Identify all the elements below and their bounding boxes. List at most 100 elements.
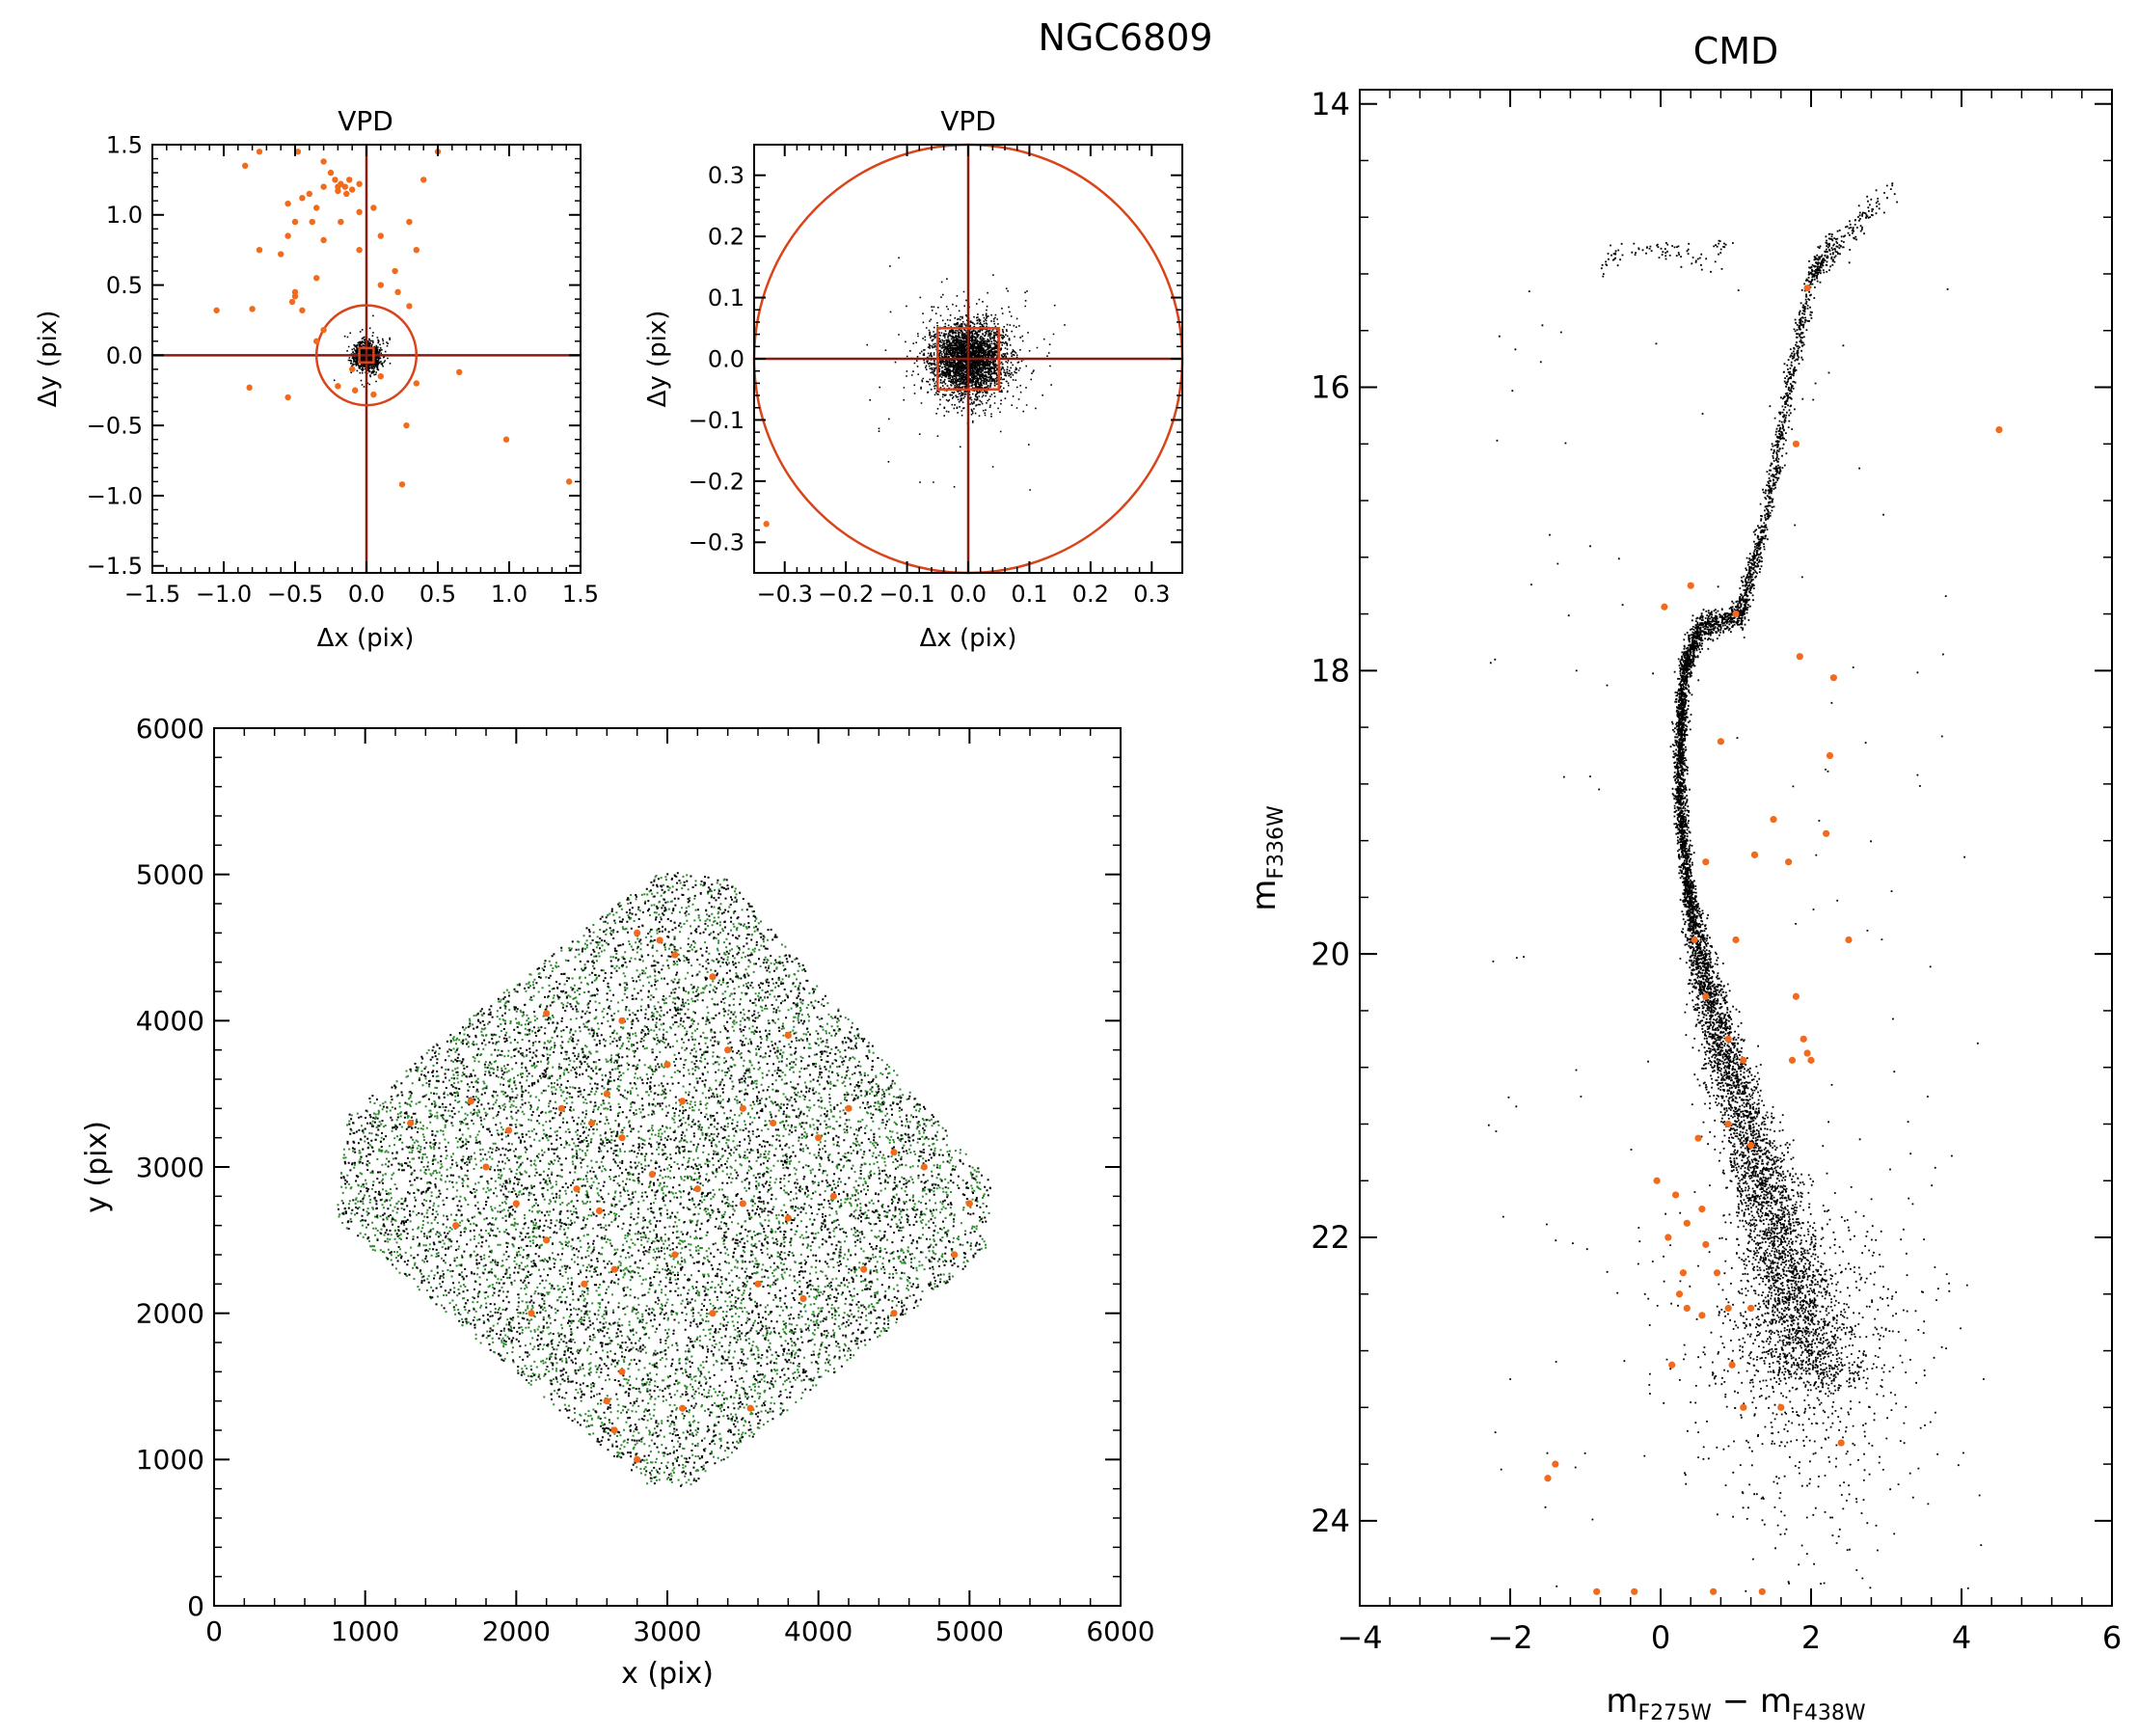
vpd-zoom-title: VPD [940, 105, 996, 137]
cmd-xlabel-sub1: F275W [1638, 1701, 1713, 1725]
vpd-wide-highlight-point [256, 246, 263, 254]
vpd-wide-highlight-point [370, 204, 377, 211]
xy-map-highlight-point [746, 1404, 754, 1412]
cmd-highlight-point [1710, 1587, 1718, 1595]
vpd-wide-highlight-point [320, 183, 327, 190]
cmd-highlight-point [1807, 1056, 1815, 1064]
xy-map-highlight-point [407, 1119, 415, 1127]
xy-map-highlight-point [618, 1368, 626, 1375]
xy-map-highlight-point [634, 929, 641, 936]
vpd-wide-highlight-point [291, 293, 299, 300]
cmd-highlight-point [1803, 1049, 1811, 1057]
vpd-zoom-xtick-label: −0.3 [757, 581, 813, 608]
cmd-xtick-label: 2 [1801, 1619, 1821, 1656]
vpd-wide-title: VPD [338, 105, 393, 137]
vpd-wide-highlight-point [320, 158, 327, 165]
cmd-highlight-point [1702, 992, 1710, 1000]
vpd-wide-highlight-point [320, 326, 327, 334]
cmd-highlight-point [1683, 1304, 1691, 1313]
cmd-highlight-point [1747, 1304, 1755, 1313]
cmd-highlight-point [1661, 603, 1668, 610]
vpd-wide-highlight-point [335, 187, 341, 195]
vpd-wide-highlight-point [346, 176, 353, 183]
cmd-highlight-point [1732, 936, 1740, 944]
xy-map-ytick-label: 0 [187, 1590, 204, 1622]
cmd-marks [1487, 182, 2003, 1595]
xy-map-highlight-point [581, 1280, 588, 1288]
cmd-xtick-label: −4 [1337, 1619, 1382, 1656]
vpd-zoom-ylabel: Δy (pix) [643, 311, 672, 408]
vpd-zoom-highlight-point [763, 521, 770, 528]
cmd-xtick-label: 0 [1651, 1619, 1670, 1656]
vpd-wide-highlight-point [313, 338, 320, 345]
vpd-zoom-ytick-label: 0.1 [708, 285, 744, 312]
xy-map-xtick-label: 0 [205, 1615, 223, 1647]
xy-map-highlight-point [603, 1090, 610, 1098]
xy-map-highlight-point [845, 1104, 852, 1112]
xy-map-highlight-point [693, 1185, 701, 1193]
cmd-highlight-point [1770, 816, 1777, 824]
cmd-highlight-point [1747, 1141, 1755, 1150]
vpd-wide-highlight-point [398, 481, 406, 488]
vpd-wide-highlight-point [377, 282, 384, 288]
cmd-highlight-point [1552, 1460, 1559, 1468]
vpd-wide-highlight-point [327, 169, 335, 176]
cmd-highlight-point [1631, 1587, 1638, 1595]
cmd-highlight-point [1691, 936, 1698, 944]
xy-map-highlight-point [784, 1214, 792, 1222]
xy-map-highlight-point [557, 1104, 565, 1112]
cmd-highlight-point [1675, 1290, 1684, 1298]
vpd-wide-yticks: −1.5 −1.0 −0.5 0.0 0.5 1.0 1.5 [87, 131, 581, 580]
xy-map-highlight-point [739, 1104, 746, 1112]
xy-map-highlight-point [504, 1126, 513, 1134]
vpd-wide-selection-circle [314, 304, 419, 407]
xy-map-highlight-point [709, 1310, 717, 1317]
xy-map-ytick-label: 6000 [136, 713, 204, 745]
xy-map-highlight-point [860, 1265, 868, 1273]
cmd-highlight-point [1826, 751, 1834, 760]
vpd-zoom-member-cloud [866, 251, 1066, 491]
xy-map-xtick-label: 2000 [482, 1615, 551, 1647]
cmd-highlight-point [1694, 1134, 1702, 1142]
xy-map-highlight-point [603, 1397, 610, 1405]
cmd-stars [1487, 182, 1985, 1592]
vpd-wide-selection-box [358, 346, 375, 365]
xy-map-highlight-point [739, 1200, 746, 1207]
vpd-wide-highlight-point [249, 306, 256, 312]
cmd-xlabel: mF275W − mF438W [1606, 1682, 1865, 1725]
xy-map-highlight-point [709, 973, 717, 981]
vpd-wide-highlight-point [392, 267, 398, 275]
cmd-highlight-point [1698, 1206, 1706, 1213]
vpd-zoom-panel: VPD −0.3 −0.2 −0.1 0.0 0.1 0.2 0.3 −0.3−0.2−0.… [643, 105, 1184, 653]
cmd-highlight-point [1679, 1269, 1687, 1277]
cmd-highlight-point [1777, 1403, 1785, 1411]
cmd-xtick-label: −2 [1487, 1619, 1532, 1656]
vpd-wide-highlight-point [356, 180, 363, 187]
xy-map-highlight-point [799, 1294, 807, 1303]
xy-map-highlight-point [618, 1134, 626, 1142]
cmd-highlight-point [1785, 858, 1793, 866]
xy-map-highlight-point [829, 1192, 837, 1200]
vpd-zoom-ytick-label: 0.0 [708, 345, 744, 372]
xy-map-xtick-label: 4000 [784, 1615, 852, 1647]
vpd-wide-ytick-label: 1.5 [106, 131, 143, 158]
cmd-highlight-point [1995, 425, 2003, 434]
vpd-wide-highlight-point [370, 391, 377, 398]
vpd-zoom-xtick-label: −0.2 [818, 581, 874, 608]
xy-map-ytick-label: 5000 [136, 858, 204, 890]
cmd-highlight-point [1758, 1587, 1766, 1595]
cmd-highlight-point [1829, 674, 1837, 682]
xy-map-ytick-label: 4000 [136, 1005, 204, 1037]
xy-map-highlight-point [512, 1200, 520, 1207]
vpd-wide-marks [152, 145, 581, 573]
cmd-xlabel-m1: m [1606, 1682, 1637, 1721]
cmd-ytick-label: 20 [1311, 936, 1350, 972]
cmd-xlabel-sub2: F438W [1792, 1701, 1866, 1725]
cmd-highlight-point [1792, 440, 1800, 448]
vpd-wide-highlight-point [313, 275, 320, 282]
vpd-wide-highlight-point [377, 372, 384, 380]
cmd-highlight-point [1717, 738, 1724, 746]
cmd-xtick-label: 6 [2102, 1619, 2122, 1656]
xy-map-frame [213, 727, 1122, 1607]
